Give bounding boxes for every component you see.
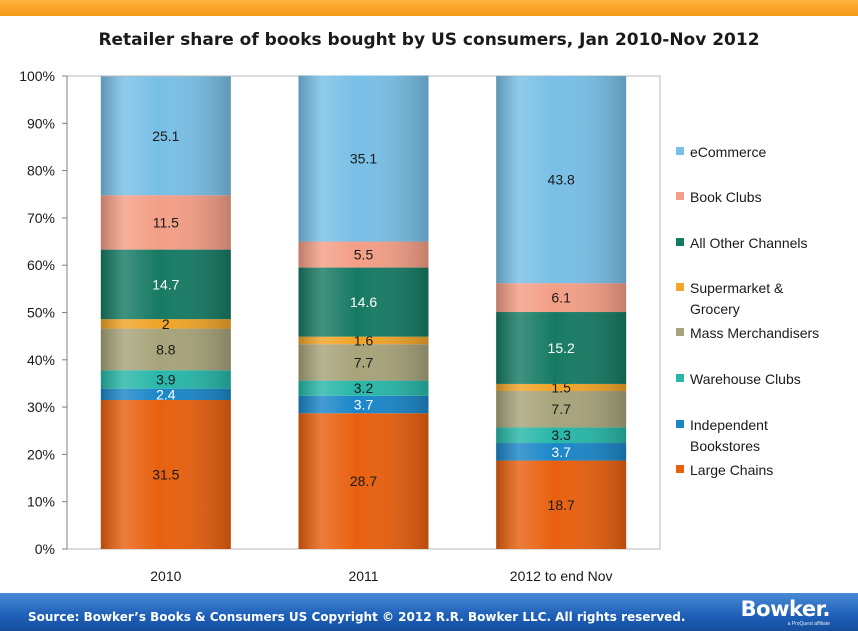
stacked-bar-chart: 0% 10% 20% 30% 40% 50% 60% 70% 80% 90% 100% 31.5 2.4… — [19, 68, 819, 584]
y-tick-label: 10% — [27, 494, 55, 510]
bar-segment-shading — [496, 283, 627, 313]
bar-segment-shading — [298, 336, 429, 345]
data-label: 18.7 — [548, 497, 575, 513]
y-tick-label: 0% — [35, 541, 55, 557]
bar-segment-shading — [100, 76, 231, 196]
y-tick-label: 80% — [27, 163, 55, 179]
y-tick-label: 60% — [27, 257, 55, 273]
chart-title: Retailer share of books bought by US con… — [98, 30, 760, 50]
data-label: 11.5 — [153, 214, 179, 230]
data-label: 43.8 — [548, 172, 575, 188]
data-label: 8.8 — [156, 341, 176, 357]
data-label: 14.6 — [350, 294, 377, 310]
legend-swatch — [676, 283, 684, 291]
legend-label: Book Clubs — [690, 189, 762, 205]
legend-swatch — [676, 147, 684, 155]
footer-bar — [0, 593, 858, 631]
y-tick-label: 90% — [27, 115, 55, 131]
data-label: 7.7 — [551, 401, 571, 417]
bar-segment-shading — [298, 380, 429, 396]
legend-swatch — [676, 328, 684, 336]
data-label: 3.9 — [156, 371, 176, 387]
data-label: 25.1 — [152, 128, 179, 144]
y-tick-label: 50% — [27, 305, 55, 321]
data-label: 5.5 — [354, 247, 374, 263]
bar-segment-shading — [496, 76, 627, 284]
bar-segment-shading — [496, 460, 627, 549]
bar-segment-shading — [100, 400, 231, 549]
x-category-label: 2012 to end Nov — [510, 568, 613, 584]
y-tick-label: 30% — [27, 399, 55, 415]
data-label: 6.1 — [551, 290, 571, 306]
legend-label: All Other Channels — [690, 235, 808, 251]
data-label: 2 — [162, 316, 170, 332]
data-label: 3.7 — [551, 444, 571, 460]
data-label: 2.4 — [156, 386, 176, 402]
bar-segment-shading — [100, 249, 231, 320]
legend-label: Bookstores — [690, 438, 760, 454]
data-label: 31.5 — [152, 467, 179, 483]
bar-segment-shading — [298, 395, 429, 414]
data-label: 7.7 — [354, 354, 374, 370]
legend-swatch — [676, 192, 684, 200]
legend-label: Independent — [690, 417, 768, 433]
bar-segment-shading — [298, 344, 429, 381]
bar-segment-shading — [100, 195, 231, 250]
bar-segment-shading — [496, 383, 627, 392]
bar-segment-shading — [298, 75, 429, 242]
legend-label: Mass Merchandisers — [690, 325, 819, 341]
legend-label: eCommerce — [690, 144, 766, 160]
bar-segment-shading — [100, 388, 231, 401]
legend-swatch — [676, 374, 684, 382]
bar-segment-shading — [496, 443, 627, 461]
data-label: 35.1 — [350, 151, 377, 167]
legend-label: Supermarket & — [690, 280, 784, 296]
bar-segment-shading — [100, 328, 231, 371]
data-label: 3.2 — [354, 380, 374, 396]
data-label: 15.2 — [548, 340, 575, 356]
bowker-logo: Bowker. — [740, 597, 831, 621]
data-label: 3.7 — [354, 396, 374, 412]
legend-label: Warehouse Clubs — [690, 371, 801, 387]
legend-swatch — [676, 420, 684, 428]
data-label: 14.7 — [152, 276, 179, 292]
bowker-tagline: a ProQuest affiliate — [787, 621, 830, 627]
bar-segment-shading — [496, 391, 627, 428]
bar-segment-shading — [100, 319, 231, 329]
legend-label: Large Chains — [690, 462, 773, 478]
bar-segment-shading — [496, 312, 627, 384]
footer-source-copyright: Source: Bowker’s Books & Consumers US Co… — [28, 610, 686, 624]
bar-segment-shading — [298, 241, 429, 268]
bar-segment-shading — [298, 413, 429, 549]
data-label: 3.3 — [551, 427, 571, 443]
top-accent-bar — [0, 0, 858, 16]
y-tick-label: 40% — [27, 352, 55, 368]
y-tick-label: 100% — [19, 68, 55, 84]
bar-segment-shading — [496, 427, 627, 444]
legend-label: Grocery — [690, 301, 740, 317]
x-category-label: 2010 — [150, 568, 181, 584]
bar-segment-shading — [298, 267, 429, 337]
legend-swatch — [676, 465, 684, 473]
y-tick-label: 70% — [27, 210, 55, 226]
y-tick-label: 20% — [27, 446, 55, 462]
data-label: 28.7 — [350, 473, 377, 489]
bar-segment-shading — [100, 370, 231, 389]
x-category-label: 2011 — [348, 568, 378, 584]
legend-swatch — [676, 238, 684, 246]
